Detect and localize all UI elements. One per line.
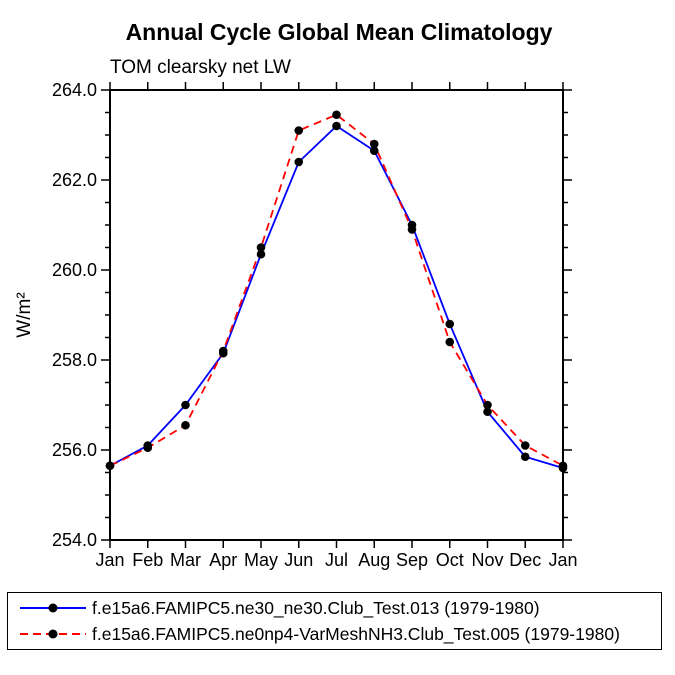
data-point	[332, 110, 341, 120]
y-tick-label: 258.0	[52, 350, 97, 370]
axes-layer: 254.0 256.0 258.0 260.0 262.0 264.0 Jan Feb Mar A…	[52, 80, 578, 570]
data-point	[445, 337, 455, 347]
data-point	[218, 346, 228, 356]
legend-box: f.e15a6.FAMIPC5.ne30_ne30.Club_Test.013 …	[7, 592, 662, 650]
x-tick-label: Oct	[436, 550, 464, 570]
data-point	[256, 249, 266, 259]
x-tick-label: Aug	[358, 550, 390, 570]
x-tick-label: Mar	[170, 550, 201, 570]
data-point	[143, 443, 153, 453]
x-tick-label: Jan	[548, 550, 577, 570]
y-tick-label: 260.0	[52, 260, 97, 280]
data-point	[558, 461, 568, 471]
x-tick-label: Apr	[209, 550, 237, 570]
x-tick-label: Nov	[471, 550, 503, 570]
x-tick-label: Dec	[509, 550, 541, 570]
data-point	[332, 121, 341, 131]
data-point	[369, 139, 379, 149]
data-point	[181, 420, 190, 430]
legend-row-series-2: f.e15a6.FAMIPC5.ne0np4-VarMeshNH3.Club_T…	[18, 621, 661, 647]
x-tick-label: Jan	[95, 550, 124, 570]
data-point	[256, 243, 266, 252]
data-point	[520, 441, 530, 450]
data-point	[105, 461, 115, 471]
y-tick-label: 256.0	[52, 440, 97, 460]
data-point	[181, 400, 190, 410]
plot-frame	[109, 89, 564, 541]
data-point	[520, 452, 530, 462]
x-tick-label: Feb	[132, 550, 163, 570]
data-point	[294, 126, 304, 135]
y-tick-label: 254.0	[52, 530, 97, 550]
legend-row-series-1: f.e15a6.FAMIPC5.ne30_ne30.Club_Test.013 …	[18, 595, 661, 621]
series-layer	[105, 110, 568, 473]
legend-label-series-1: f.e15a6.FAMIPC5.ne30_ne30.Club_Test.013 …	[92, 597, 540, 618]
y-tick-label: 264.0	[52, 80, 97, 100]
data-point	[483, 400, 492, 410]
chart-title: Annual Cycle Global Mean Climatology	[126, 19, 553, 45]
x-tick-label: Jul	[325, 550, 348, 570]
series-line-solid	[109, 125, 564, 469]
annual-cycle-chart: Annual Cycle Global Mean Climatology TOM…	[14, 19, 578, 570]
data-point	[369, 146, 379, 156]
y-axis-label: W/m²	[14, 292, 35, 337]
x-tick-label: Sep	[396, 550, 428, 570]
data-point	[407, 225, 417, 234]
data-point	[483, 407, 492, 417]
legend-label-series-2: f.e15a6.FAMIPC5.ne0np4-VarMeshNH3.Club_T…	[92, 623, 620, 644]
data-point	[294, 157, 304, 167]
legend-marker-dot-icon	[48, 603, 58, 613]
chart-subtitle: TOM clearsky net LW	[110, 57, 291, 78]
y-tick-label: 262.0	[52, 170, 97, 190]
x-tick-label: May	[244, 550, 278, 570]
legend-marker-dot-icon	[48, 629, 58, 639]
data-point	[445, 319, 455, 329]
legend-swatch-blue-solid	[20, 603, 86, 613]
x-tick-label: Jun	[284, 550, 313, 570]
legend-swatch-red-dashed	[20, 629, 86, 639]
